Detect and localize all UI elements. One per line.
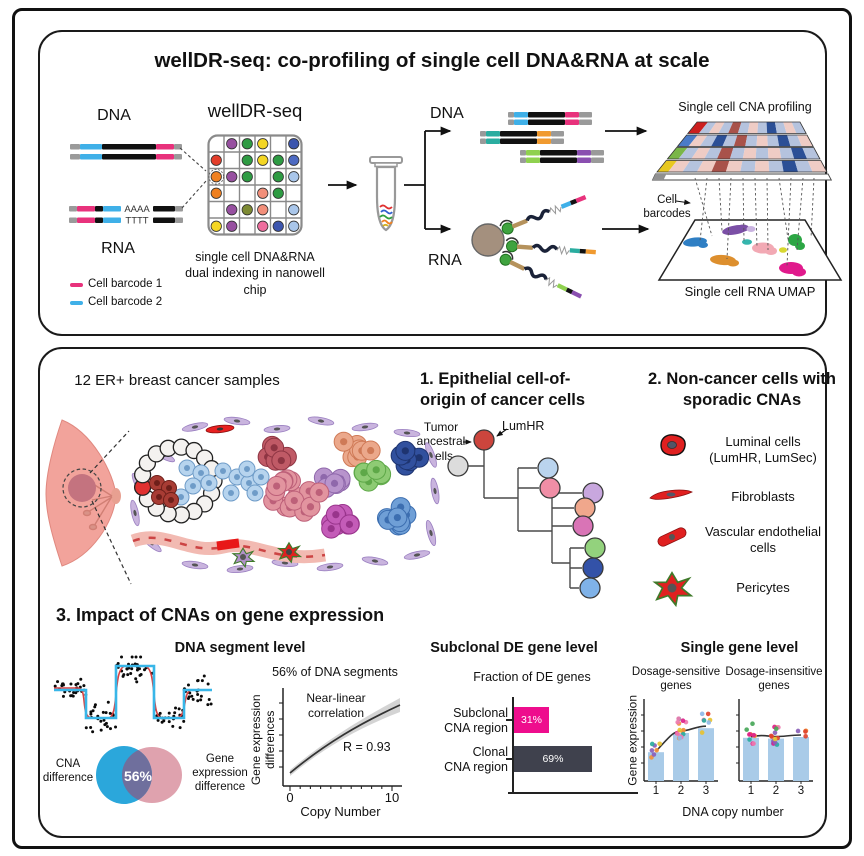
- single-gene-xlabel: DNA copy number: [682, 805, 784, 819]
- tube-molecules: [379, 204, 393, 227]
- tumor-cell-clusters: [257, 431, 430, 539]
- dna-segment-level-title: DNA segment level: [174, 640, 306, 656]
- section3-title: 3. Impact of CNAs on gene expression: [56, 605, 385, 625]
- dna-molecule-diagram: [70, 144, 182, 160]
- svg-text:2: 2: [678, 785, 684, 797]
- cell-barcode1-label: Cell barcode 1: [88, 278, 163, 290]
- subclonal-x-axis: [508, 792, 638, 794]
- correlation-r-value: R = 0.93: [343, 740, 391, 754]
- subclonal-tick-1: [506, 758, 512, 760]
- venn-overlap: [122, 747, 152, 803]
- samples-title: 12 ER+ breast cancer samples: [74, 372, 280, 389]
- cna-heatmap-diagram: [651, 121, 833, 181]
- rna-capture-bead-diagram: [471, 194, 596, 299]
- correlation-xtick-0: 0: [286, 790, 294, 805]
- single-gene-title: Single gene level: [680, 640, 799, 656]
- pericyte-cells: [231, 541, 303, 569]
- correlation-xtick-10: 10: [384, 790, 400, 805]
- cna-profiling-title: Single cell CNA profiling: [678, 100, 812, 114]
- svg-text:1: 1: [653, 785, 659, 797]
- mammary-duct-ring: [133, 438, 270, 524]
- correlation-xlabel: Copy Number: [300, 804, 381, 819]
- dosage-insensitive-chart: 1 2 3: [736, 699, 813, 797]
- subclonal-bar: 31%: [514, 707, 550, 733]
- correlation-title: 56% of DNA segments: [272, 665, 398, 679]
- confidence-band: [290, 698, 400, 776]
- breast-illustration: [45, 419, 121, 567]
- section1-title: 1. Epithelial cell-of-origin of cancer c…: [420, 370, 586, 409]
- dna-label-left: DNA: [97, 107, 131, 124]
- umap-title: Single cell RNA UMAP: [684, 284, 816, 299]
- segment-step-line: [54, 664, 212, 720]
- correlation-ylabel: Gene expression differences: [249, 694, 277, 786]
- venn-overlap-value: 56%: [124, 768, 153, 784]
- cell-barcode1-swatch: [70, 283, 83, 287]
- fibroblast-cell-icon: [649, 489, 693, 500]
- barcoded-dna-fragments: [480, 112, 604, 163]
- correlation-annotation: Near-linear correlation: [306, 691, 366, 720]
- svg-text:3: 3: [703, 785, 709, 797]
- split-dna-label: DNA: [430, 105, 464, 122]
- luminal-cell-icon: [660, 434, 686, 456]
- polyt-tttt-label: TTTT: [125, 216, 148, 227]
- polya-aaaa-label: AAAA: [124, 204, 150, 215]
- clonal-bar-value: 69%: [542, 753, 564, 765]
- subclonal-cat-0: Subclonal CNA region: [444, 706, 508, 735]
- tube-icon: [369, 156, 403, 232]
- venn-left-label: CNA difference: [42, 758, 94, 785]
- celltype-vascular-label: Vascular endothelial cells: [704, 524, 822, 555]
- celltype-luminal-label: Luminal cells (LumHR, LumSec): [709, 434, 817, 465]
- section2-title: 2. Non-cancer cells with sporadic CNAs: [648, 370, 836, 409]
- rna-label-left: RNA: [101, 240, 135, 257]
- cna-segment-scatter-plot: [53, 655, 213, 734]
- nipple-shape: [111, 488, 121, 504]
- chip-label: wellDR-seq: [207, 100, 303, 121]
- bead-icon: [471, 223, 505, 257]
- clonal-bar: 69%: [514, 746, 592, 772]
- subclonal-bar-value: 31%: [521, 714, 543, 726]
- axis-ticks: [279, 702, 393, 791]
- celltype-fibroblast-label: Fibroblasts: [731, 489, 795, 504]
- dosage-insensitive-subtitle: Dosage-insensitive genes: [725, 666, 823, 692]
- venn-diagram: 56%: [96, 746, 182, 804]
- main-title: wellDR-seq: co-profiling of single cell …: [154, 49, 710, 72]
- umap-plot-diagram: [657, 219, 843, 281]
- single-gene-ylabel: Gene expression: [625, 694, 640, 786]
- venn-right-label: Gene expression difference: [192, 753, 248, 794]
- tumor-shape: [68, 474, 96, 502]
- vascular-endothelial-cell-icon: [657, 527, 687, 547]
- subclonal-subtitle: Fraction of DE genes: [473, 670, 591, 684]
- tumor-tissue-illustration: [130, 416, 440, 574]
- chip-caption: single cell DNA&RNA dual indexing in nan…: [185, 250, 325, 297]
- nanowell-chip-diagram: [207, 134, 303, 236]
- lumhr-label: LumHR: [502, 419, 545, 433]
- svg-text:1: 1: [748, 785, 754, 797]
- subclonal-tick-0: [506, 719, 512, 721]
- dosage-sensitive-chart: 1 2 3: [641, 699, 718, 797]
- svg-text:2: 2: [773, 785, 779, 797]
- cell-barcodes-label: Cell barcodes: [643, 194, 691, 220]
- svg-text:3: 3: [798, 785, 804, 797]
- phylogenetic-tree-diagram: [447, 429, 606, 599]
- split-rna-label: RNA: [428, 252, 462, 269]
- figure-outer-frame: [12, 8, 852, 849]
- subclonal-title: Subclonal DE gene level: [430, 640, 598, 656]
- cell-barcode2-swatch: [70, 301, 83, 305]
- cell-barcode2-label: Cell barcode 2: [88, 296, 163, 308]
- tumor-dashed-outline: [62, 468, 102, 508]
- pericyte-cell-icon: [652, 571, 694, 608]
- correlation-curve: [289, 704, 401, 774]
- subclonal-cat-1: Clonal CNA region: [444, 745, 508, 774]
- rna-molecule-diagram: AAAA TTTT: [69, 204, 183, 227]
- celltype-pericyte-label: Pericytes: [736, 580, 790, 595]
- subclonal-y-axis: [512, 697, 514, 793]
- correlation-plot: [279, 688, 402, 791]
- vessel-cna-segment: [216, 538, 240, 551]
- dosage-sensitive-subtitle: Dosage-sensitive genes: [631, 666, 721, 692]
